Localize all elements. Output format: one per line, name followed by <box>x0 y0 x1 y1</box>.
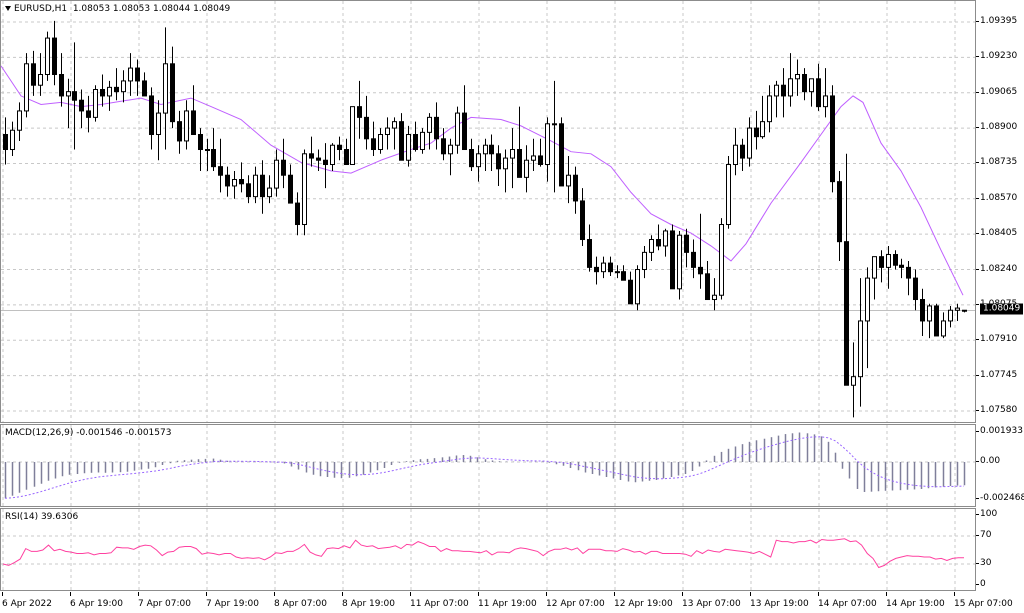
macd-axis[interactable]: 0.001933 0.00 -0.002468 <box>975 424 1024 507</box>
price-chart-pane[interactable]: EURUSD,H1 1.08053 1.08053 1.08044 1.0804… <box>0 0 976 423</box>
rsi-tick: 100 <box>975 509 998 519</box>
price-tick: 1.07745 <box>975 369 1018 380</box>
time-label: 7 Apr 19:00 <box>206 592 259 609</box>
time-label: 13 Apr 07:00 <box>682 592 741 609</box>
time-label: 11 Apr 07:00 <box>410 592 469 609</box>
time-label: 14 Apr 19:00 <box>886 592 945 609</box>
rsi-tick: 0 <box>976 579 986 589</box>
price-tick: 1.09230 <box>975 51 1018 62</box>
rsi-axis[interactable]: 100 70 30 0 <box>975 508 1024 591</box>
chart-symbol-ohlc: EURUSD,H1 1.08053 1.08053 1.08044 1.0804… <box>14 4 231 14</box>
macd-tick: -0.002468 <box>975 493 1024 503</box>
price-tick: 1.08075 <box>975 299 1017 309</box>
time-axis[interactable]: 6 Apr 2022 6 Apr 19:00 7 Apr 07:00 7 Apr 19… <box>0 591 1013 613</box>
price-tick: 1.09065 <box>975 86 1018 97</box>
time-label: 6 Apr 2022 <box>2 592 52 609</box>
dropdown-triangle-icon[interactable] <box>5 6 11 11</box>
price-tick: 1.08735 <box>975 157 1018 168</box>
time-label: 13 Apr 19:00 <box>750 592 809 609</box>
price-tick: 1.08405 <box>975 228 1018 239</box>
price-tick: 1.09395 <box>975 16 1018 26</box>
candlestick-plot <box>1 1 975 422</box>
time-label: 8 Apr 19:00 <box>342 592 395 609</box>
rsi-tick: 30 <box>975 558 992 568</box>
macd-plot <box>1 425 975 506</box>
price-tick: 1.07910 <box>975 334 1018 345</box>
time-label: 15 Apr 07:00 <box>954 592 1013 609</box>
time-label: 12 Apr 07:00 <box>546 592 605 609</box>
price-tick: 1.08900 <box>975 122 1018 133</box>
rsi-legend: RSI(14) 39.6306 <box>5 512 79 522</box>
chart-legend: EURUSD,H1 1.08053 1.08053 1.08044 1.0804… <box>5 4 230 14</box>
price-tick: 1.07580 <box>975 404 1018 415</box>
current-price-label: 1.08049 <box>980 303 1024 315</box>
rsi-tick: 70 <box>975 530 992 540</box>
time-label: 14 Apr 07:00 <box>818 592 877 609</box>
time-label: 12 Apr 19:00 <box>614 592 673 609</box>
rsi-plot <box>1 509 975 590</box>
price-tick: 1.08570 <box>975 192 1018 203</box>
time-label: 7 Apr 07:00 <box>138 592 191 609</box>
time-label: 11 Apr 19:00 <box>478 592 537 609</box>
macd-tick: 0.00 <box>975 456 1001 466</box>
macd-tick: 0.001933 <box>976 426 1023 436</box>
price-axis[interactable]: 1.09395 1.09230 1.09065 1.08900 1.08735 1.085… <box>975 0 1024 423</box>
time-label: 8 Apr 07:00 <box>274 592 327 609</box>
rsi-pane[interactable]: RSI(14) 39.6306 <box>0 508 976 591</box>
macd-legend: MACD(12,26,9) -0.001546 -0.001573 <box>5 428 172 438</box>
macd-pane[interactable]: MACD(12,26,9) -0.001546 -0.001573 <box>0 424 976 507</box>
price-tick: 1.08240 <box>975 263 1018 274</box>
time-label: 6 Apr 19:00 <box>70 592 123 609</box>
